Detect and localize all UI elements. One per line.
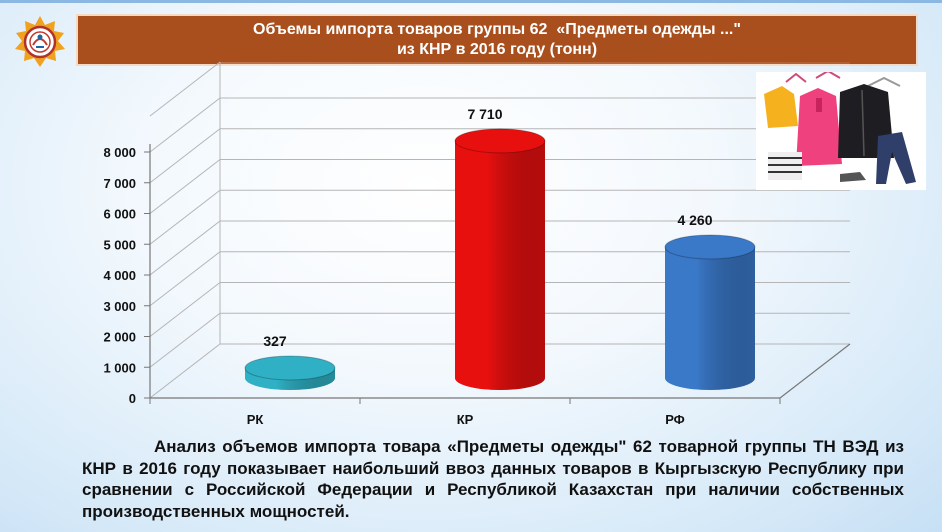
bar-top (454, 128, 546, 154)
top-divider-line (0, 0, 942, 3)
x-axis-category-labels: РК КР РФ (247, 412, 685, 427)
bar-shading (665, 247, 755, 390)
data-value-label: 7 710 (467, 106, 502, 122)
emblem-logo-icon (15, 16, 65, 67)
data-labels: 327 7 710 4 260 (263, 106, 712, 349)
y-tick-label: 5 000 (103, 237, 136, 252)
side-wall-edge (149, 61, 221, 117)
y-tick-label: 2 000 (103, 330, 136, 345)
x-category-label: КР (457, 412, 474, 427)
x-category-label: РФ (665, 412, 685, 427)
bar-top (664, 234, 756, 260)
axes (144, 61, 851, 404)
bar-3 (664, 234, 756, 390)
y-tick-label: 7 000 (103, 176, 136, 191)
y-tick-label: 0 (129, 391, 136, 406)
bars (244, 128, 756, 390)
y-tick-label: 6 000 (103, 207, 136, 222)
data-value-label: 4 260 (677, 212, 712, 228)
floor-edge (779, 343, 851, 399)
x-category-label: РК (247, 412, 264, 427)
y-tick-label: 3 000 (103, 299, 136, 314)
chart-title-line-1: Объемы импорта товаров группы 62 «Предме… (253, 21, 741, 38)
clothing-photo (756, 72, 926, 190)
bar-2 (454, 128, 546, 390)
analysis-paragraph: Анализ объемов импорта товара «Предметы … (82, 437, 904, 521)
data-value-label: 327 (263, 333, 287, 349)
chart-title-line-2: из КНР в 2016 году (тонн) (396, 41, 598, 58)
y-axis-tick-labels: 0 1 000 2 000 3 000 4 000 5 000 6 000 7 000 8 00… (103, 145, 136, 406)
bar-1 (244, 355, 336, 390)
y-tick-label: 8 000 (103, 145, 136, 160)
bar-shading (455, 140, 545, 390)
y-tick-label: 4 000 (103, 268, 136, 283)
y-tick-label: 1 000 (103, 360, 136, 375)
bar-top (244, 355, 336, 381)
